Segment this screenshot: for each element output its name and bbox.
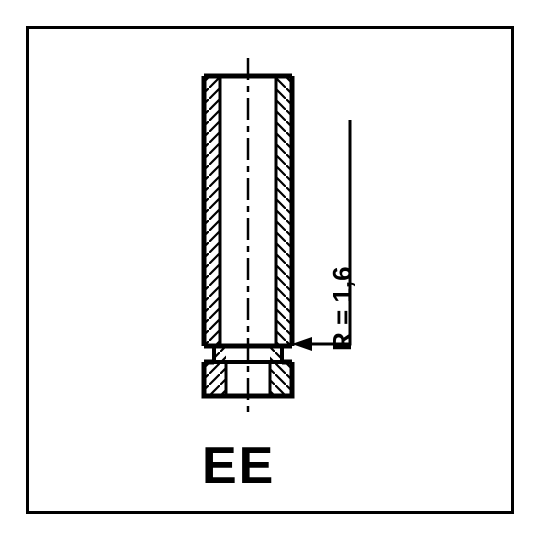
- ee-label: EE: [202, 436, 275, 496]
- radius-label: R = 1,6: [327, 266, 358, 351]
